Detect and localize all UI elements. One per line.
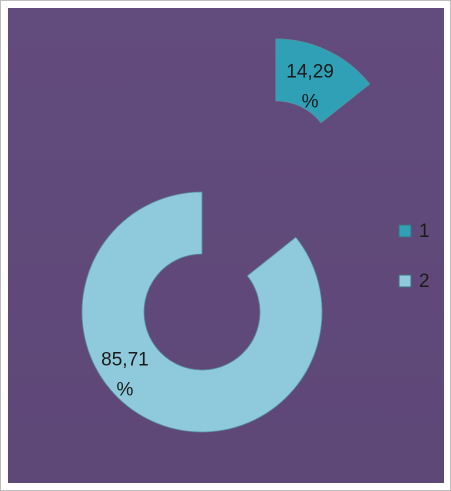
legend-label: 2 bbox=[419, 271, 430, 292]
slice bbox=[275, 38, 371, 124]
legend-swatch bbox=[398, 224, 412, 238]
legend-swatch bbox=[398, 274, 412, 288]
legend-label: 1 bbox=[419, 221, 430, 242]
data-label: 14,29% bbox=[286, 62, 334, 113]
slice bbox=[81, 191, 323, 433]
data-label: 85,71% bbox=[101, 350, 149, 401]
